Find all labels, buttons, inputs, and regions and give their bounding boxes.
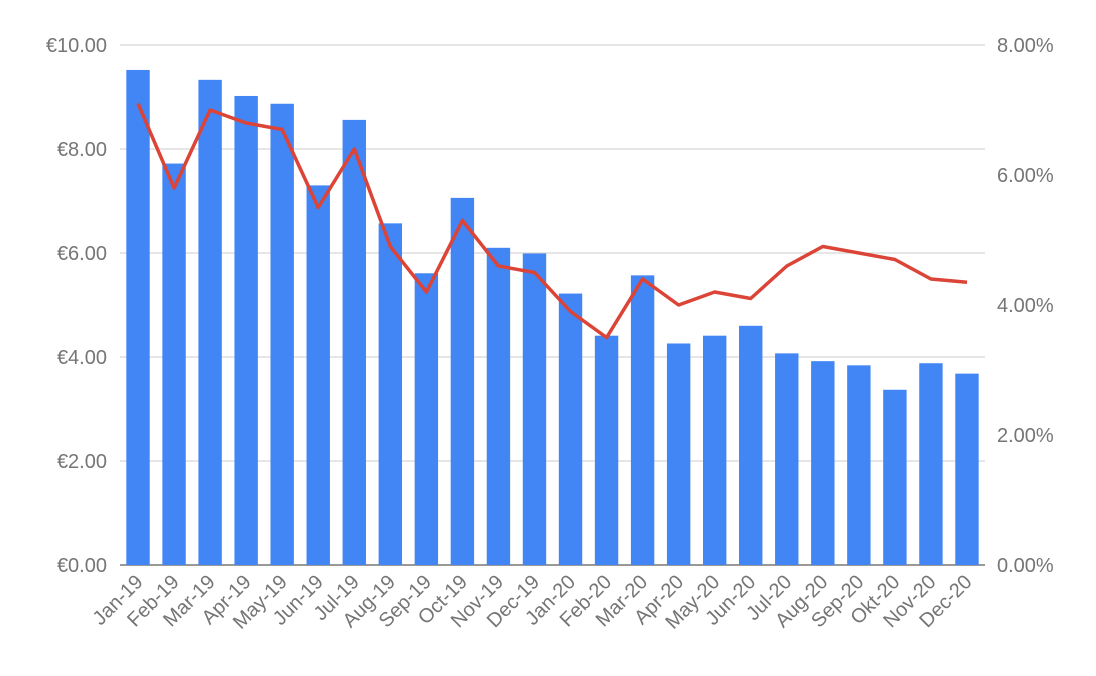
left-axis-tick-label: €6.00 [57,243,107,265]
bar [414,273,439,565]
bar [594,335,619,565]
bar [306,185,330,565]
bar [775,353,799,565]
bar [739,325,763,565]
bar [450,197,475,565]
right-axis-tick-label: 4.00% [997,295,1054,317]
right-axis-labels: 0.00% 2.00% 4.00% 6.00% 8.00% [997,35,1054,577]
bar [342,119,366,565]
bar [919,363,943,565]
bar [234,95,258,566]
bar [162,163,186,565]
gridlines [120,44,985,566]
right-axis-tick-label: 6.00% [997,165,1054,187]
bar [847,365,871,565]
left-axis-tick-label: €10.00 [46,35,107,57]
left-axis-tick-label: €0.00 [57,555,107,577]
bar [630,275,655,565]
left-axis-labels: €0.00 €2.00 €4.00 €6.00 €8.00 €10.00 [46,35,107,577]
left-axis-tick-label: €2.00 [57,451,107,473]
line-path [136,102,968,340]
bar [558,293,583,565]
bar [270,103,294,565]
right-axis-tick-label: 8.00% [997,35,1054,57]
left-axis-tick-label: €8.00 [57,139,107,161]
bar [126,69,150,566]
right-axis-tick-label: 2.00% [997,425,1054,447]
bar [522,253,547,565]
x-axis-labels: Jan-19Feb-19Mar-19Apr-19May-19Jun-19Jul-… [89,571,977,634]
bar [702,335,727,565]
bar [378,223,403,566]
line-series [136,102,968,340]
bar [811,361,835,565]
bar [486,247,511,566]
bar [198,79,222,565]
bar [955,373,979,565]
right-axis-tick-label: 0.00% [997,555,1054,577]
bar [666,343,691,565]
bar-series [126,69,979,566]
bar [883,389,907,565]
left-axis-tick-label: €4.00 [57,347,107,369]
